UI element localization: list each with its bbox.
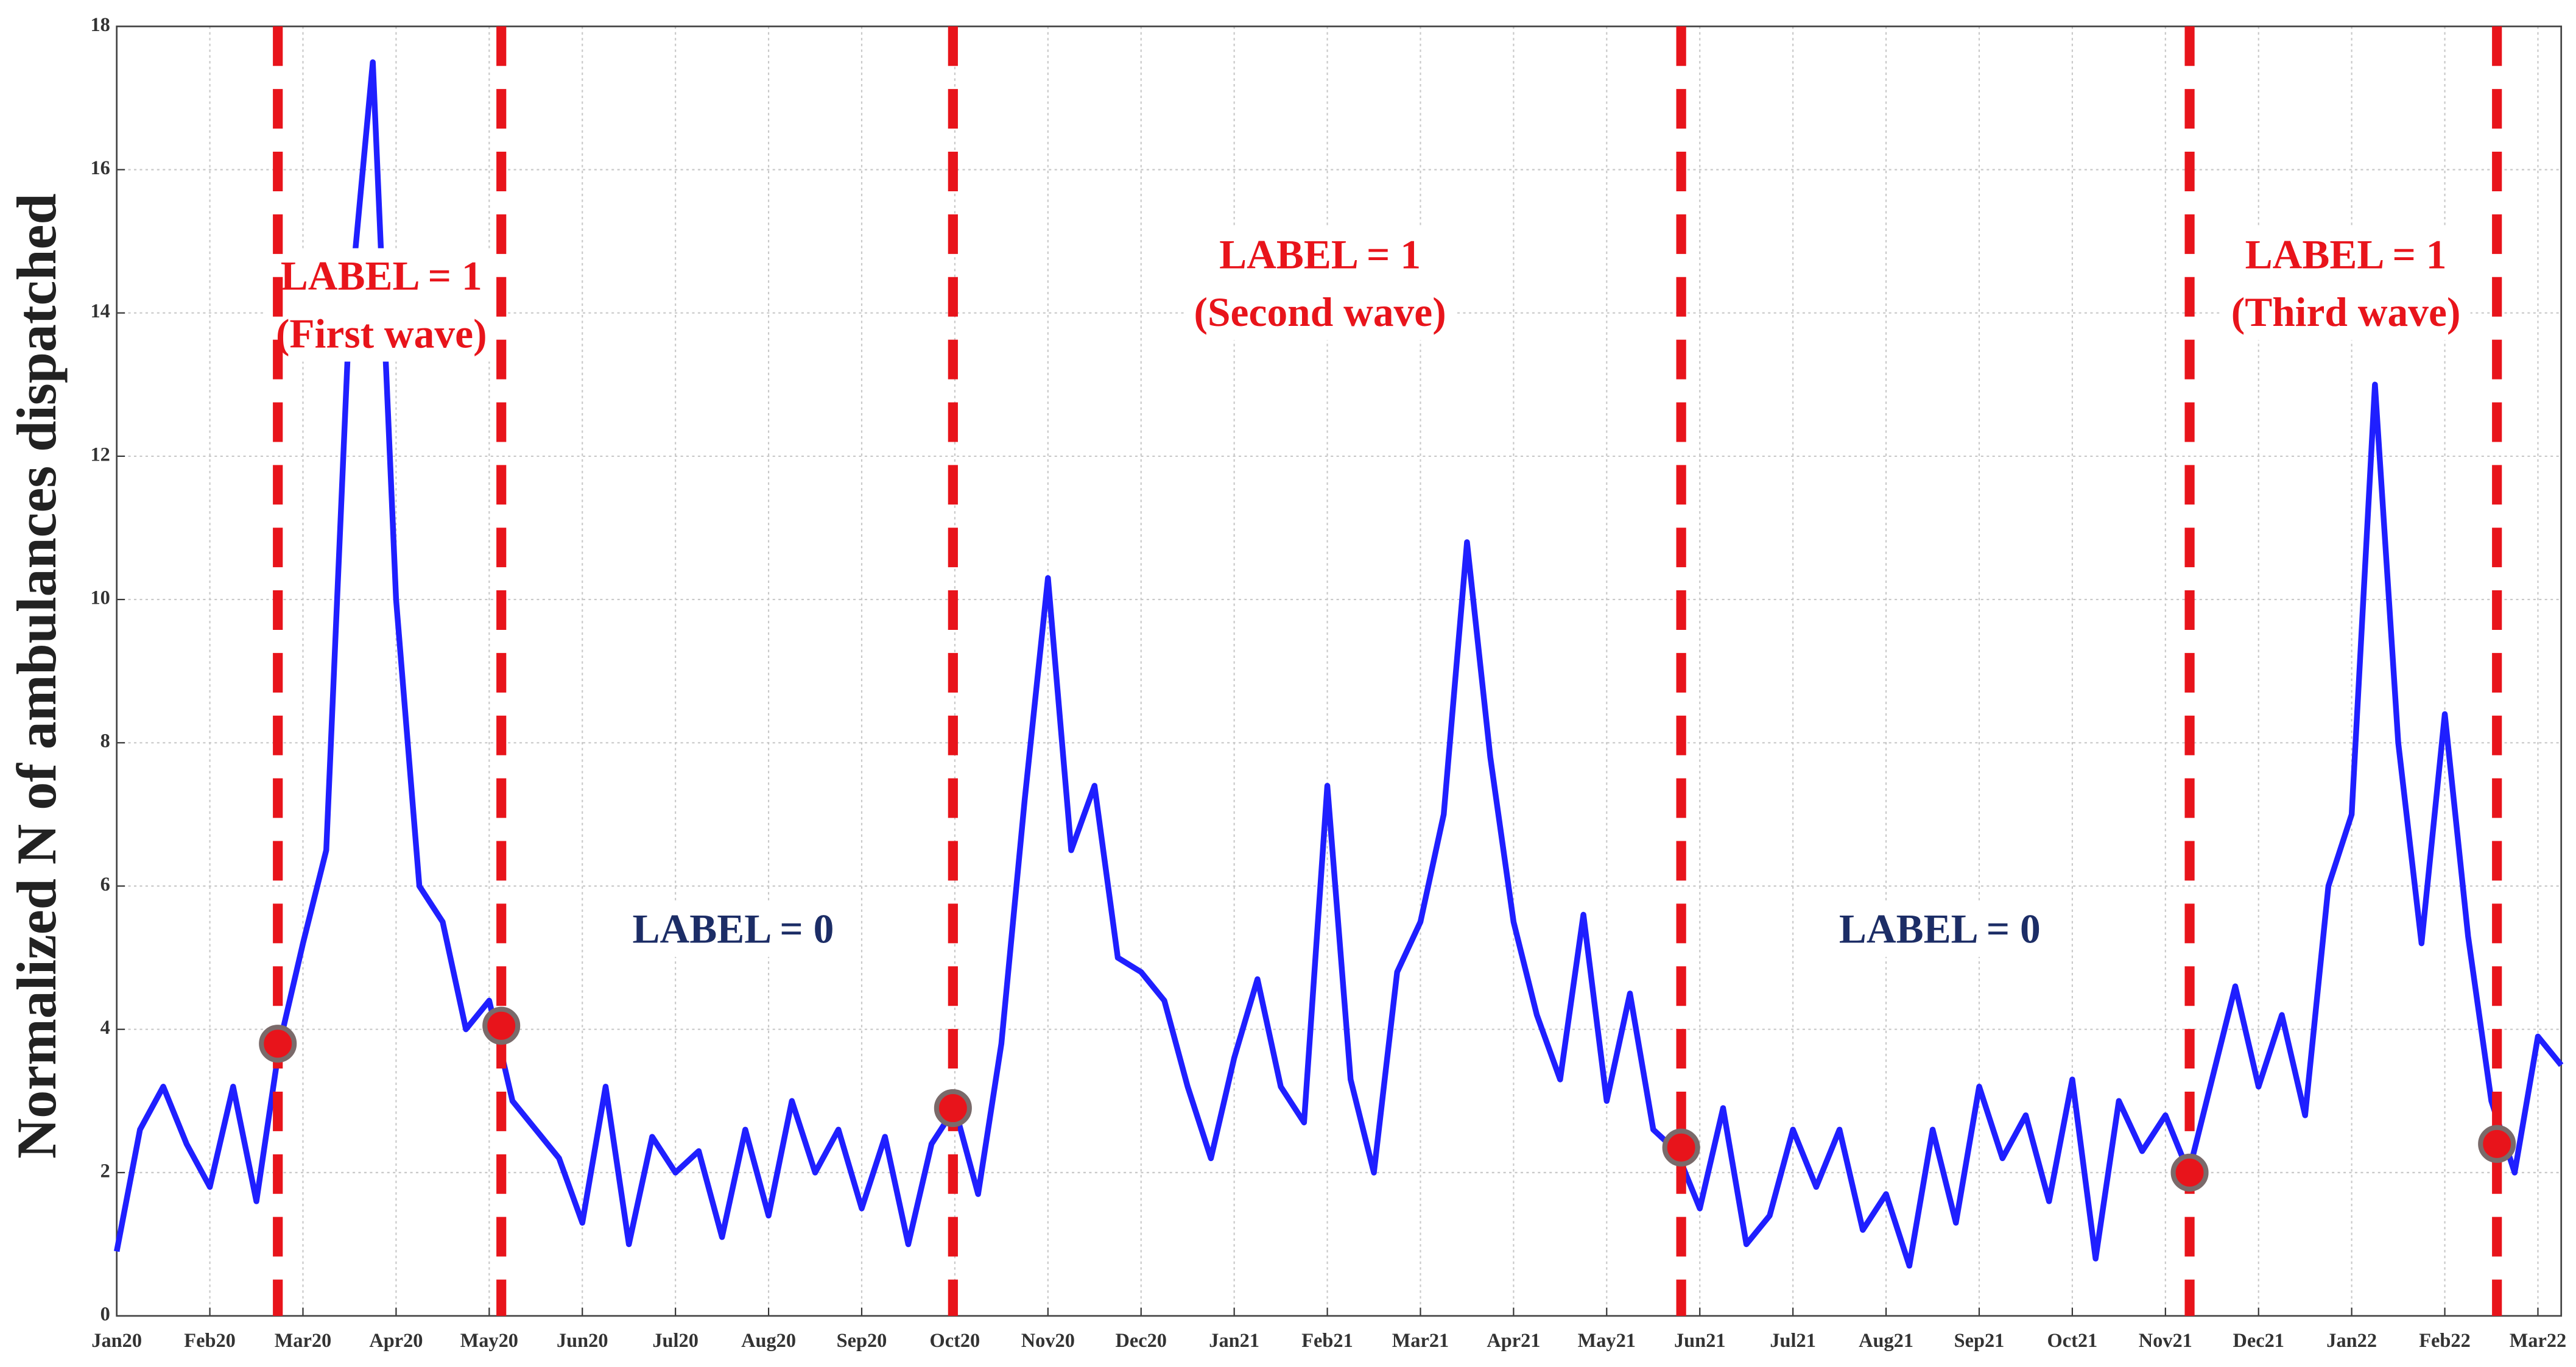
annotation: LABEL = 1 (Second wave): [1184, 227, 1456, 341]
x-tick-label: Jul21: [1770, 1330, 1816, 1352]
plot-frame: [116, 25, 2563, 1317]
x-tick-label: Jun20: [557, 1330, 608, 1352]
y-tick-label: 14: [90, 300, 110, 322]
annotation-bg: [1184, 227, 1456, 341]
x-tick-label: Mar20: [275, 1330, 331, 1352]
x-tick-label: Dec21: [2233, 1330, 2284, 1352]
annotation-text: (Second wave): [1194, 289, 1446, 335]
x-tick-label: Apr21: [1487, 1330, 1540, 1352]
y-tick-label: 16: [90, 157, 110, 179]
y-tick-label: 0: [100, 1303, 110, 1325]
annotation-bg: [2221, 227, 2471, 341]
x-tick-label: Sep20: [837, 1330, 887, 1352]
x-tick-label: Jan21: [1209, 1330, 1259, 1352]
annotation-text: (Third wave): [2231, 289, 2461, 335]
x-tick-label: Jan22: [2326, 1330, 2377, 1352]
y-tick-label: 18: [90, 14, 110, 36]
annotation: LABEL = 0: [622, 901, 844, 957]
x-tick-label: May21: [1578, 1330, 1636, 1352]
y-tick-label: 12: [90, 443, 110, 465]
x-tick-label: Mar22: [2510, 1330, 2566, 1352]
x-tick-label: May20: [460, 1330, 518, 1352]
data-line: [114, 59, 2564, 1269]
annotation-text: LABEL = 1: [2245, 231, 2447, 277]
y-tick-label: 4: [100, 1017, 110, 1039]
boundary-marker: [1662, 1128, 1700, 1167]
x-tick-label: Sep21: [1954, 1330, 2005, 1352]
x-tick-label: Oct20: [930, 1330, 980, 1352]
y-tick-label: 6: [100, 874, 110, 895]
annotation-text: LABEL = 0: [1839, 906, 2041, 952]
annotation-text: (First wave): [276, 311, 487, 356]
y-tick-label: 2: [100, 1160, 110, 1182]
boundary-marker: [2170, 1153, 2209, 1192]
x-tick-label: Dec20: [1115, 1330, 1167, 1352]
x-tick-label: Oct21: [2047, 1330, 2098, 1352]
x-tick-label: Nov20: [1021, 1330, 1075, 1352]
x-tick-label: Mar21: [1392, 1330, 1449, 1352]
x-tick-label: Feb22: [2419, 1330, 2471, 1352]
annotation: LABEL = 0: [1829, 901, 2050, 957]
boundary-marker: [934, 1089, 972, 1128]
y-tick-label: 10: [90, 587, 110, 609]
x-tick-label: Feb20: [184, 1330, 236, 1352]
annotation-text: LABEL = 1: [1219, 231, 1421, 277]
x-tick-label: Jan20: [91, 1330, 142, 1352]
y-tick-label: 8: [100, 730, 110, 752]
annotation-bg: [1829, 901, 2050, 957]
x-tick-label: Aug20: [741, 1330, 796, 1352]
x-tick-label: Feb21: [1301, 1330, 1353, 1352]
boundary-marker: [482, 1006, 521, 1045]
x-tick-label: Nov21: [2139, 1330, 2192, 1352]
boundary-marker: [2478, 1125, 2516, 1163]
annotation: LABEL = 1 (Third wave): [2221, 227, 2471, 341]
x-tick-label: Aug21: [1859, 1330, 1913, 1352]
boundary-marker: [259, 1025, 297, 1063]
x-tick-label: Apr20: [369, 1330, 423, 1352]
annotation-text: LABEL = 0: [632, 906, 834, 952]
x-tick-label: Jul20: [652, 1330, 699, 1352]
annotation-bg: [622, 901, 844, 957]
annotation-text: LABEL = 1: [281, 253, 482, 299]
y-axis-label: Normalized N of ambulances dispatched: [5, 193, 68, 1159]
annotation: LABEL = 1 (First wave): [266, 248, 497, 362]
x-tick-label: Jun21: [1674, 1330, 1726, 1352]
annotation-bg: [266, 248, 497, 362]
